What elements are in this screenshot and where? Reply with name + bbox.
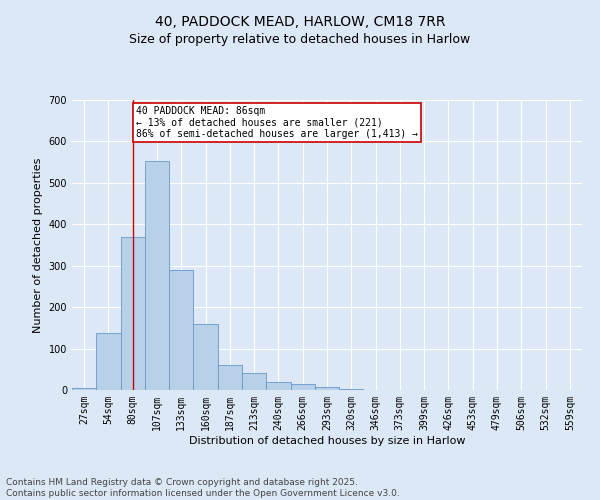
Bar <box>266 382 290 390</box>
Bar <box>121 236 145 390</box>
Bar <box>72 388 96 390</box>
Text: Size of property relative to detached houses in Harlow: Size of property relative to detached ho… <box>130 32 470 46</box>
Bar <box>169 270 193 390</box>
X-axis label: Distribution of detached houses by size in Harlow: Distribution of detached houses by size … <box>189 436 465 446</box>
Bar <box>242 374 266 390</box>
Text: 40 PADDOCK MEAD: 86sqm
← 13% of detached houses are smaller (221)
86% of semi-de: 40 PADDOCK MEAD: 86sqm ← 13% of detached… <box>136 106 418 140</box>
Y-axis label: Number of detached properties: Number of detached properties <box>33 158 43 332</box>
Text: 40, PADDOCK MEAD, HARLOW, CM18 7RR: 40, PADDOCK MEAD, HARLOW, CM18 7RR <box>155 15 445 29</box>
Bar <box>339 389 364 390</box>
Bar <box>96 333 121 390</box>
Bar <box>193 324 218 390</box>
Bar <box>218 365 242 390</box>
Bar <box>145 161 169 390</box>
Bar <box>290 384 315 390</box>
Bar <box>315 386 339 390</box>
Text: Contains HM Land Registry data © Crown copyright and database right 2025.
Contai: Contains HM Land Registry data © Crown c… <box>6 478 400 498</box>
